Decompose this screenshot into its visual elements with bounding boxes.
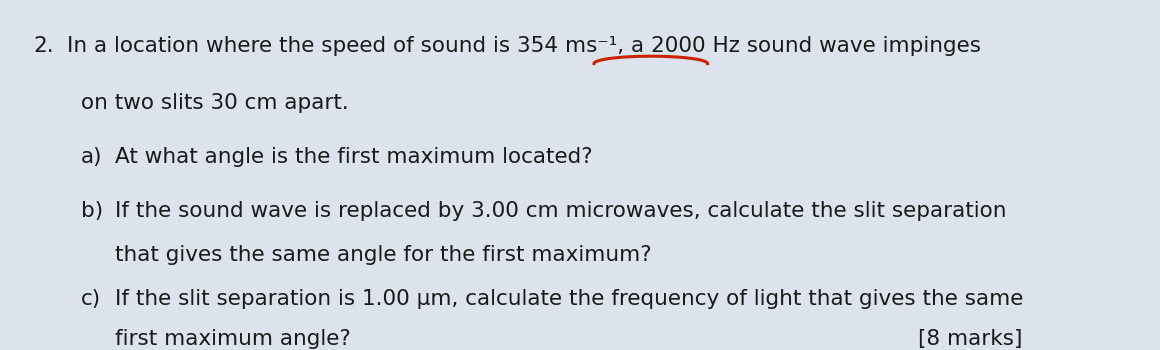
Text: 2.: 2. [32, 36, 53, 56]
Text: If the slit separation is 1.00 μm, calculate the frequency of light that gives t: If the slit separation is 1.00 μm, calcu… [115, 289, 1023, 309]
Text: If the sound wave is replaced by 3.00 cm microwaves, calculate the slit separati: If the sound wave is replaced by 3.00 cm… [115, 201, 1007, 221]
Text: on two slits 30 cm apart.: on two slits 30 cm apart. [81, 93, 349, 113]
Text: that gives the same angle for the first maximum?: that gives the same angle for the first … [115, 245, 652, 265]
Text: b): b) [81, 201, 103, 221]
Text: c): c) [81, 289, 101, 309]
Text: first maximum angle?: first maximum angle? [115, 329, 350, 349]
Text: At what angle is the first maximum located?: At what angle is the first maximum locat… [115, 147, 593, 167]
Text: In a location where the speed of sound is 354 ms⁻¹, a 2000 Hz sound wave impinge: In a location where the speed of sound i… [66, 36, 980, 56]
Text: [8 marks]: [8 marks] [919, 329, 1023, 349]
Text: a): a) [81, 147, 103, 167]
